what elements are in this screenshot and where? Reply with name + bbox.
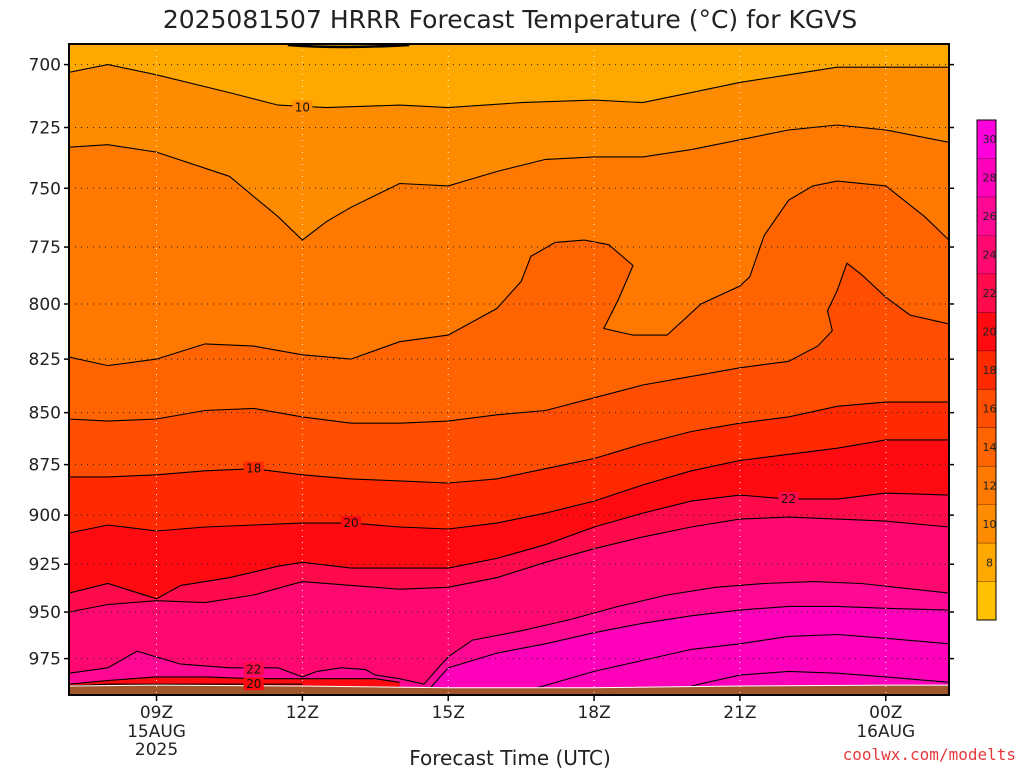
x-tick-year-0: 2025 xyxy=(135,740,178,760)
isotherm-label-6: 22 xyxy=(781,492,796,506)
colorbar-swatch-4 xyxy=(977,427,996,467)
isotherm-line-8 xyxy=(69,581,949,685)
y-tick-label-1: 725 xyxy=(29,119,61,139)
isotherm-label-13: 20 xyxy=(246,677,261,691)
x-axis-title: Forecast Time (UTC) xyxy=(409,746,611,768)
colorbar-swatch-11 xyxy=(977,158,996,198)
x-tick-label-0: 09Z xyxy=(140,703,173,723)
isotherm-label-0: 10 xyxy=(295,101,310,115)
colorbar: 8 10 12 14 16 18 20 22 24 26 28 30 xyxy=(976,119,997,621)
colorbar-label-2: 12 xyxy=(983,479,997,492)
x-tick-label-1: 12Z xyxy=(286,703,319,723)
y-tick-label-8: 900 xyxy=(29,506,61,526)
x-tick-date-5: 16AUG xyxy=(856,722,915,742)
terrain-fill xyxy=(69,684,949,695)
temperature-fill xyxy=(69,44,949,695)
y-tick-label-7: 875 xyxy=(29,456,61,476)
y-tick-label-6: 850 xyxy=(29,404,61,424)
terrain xyxy=(69,684,949,695)
x-tick-date-0: 15AUG xyxy=(127,722,186,742)
x-tick-label-4: 21Z xyxy=(723,703,756,723)
isotherm-line-9 xyxy=(428,605,949,690)
isotherm-label-bg-13 xyxy=(243,677,264,691)
colorbar-label-6: 20 xyxy=(983,326,997,339)
colorbar-swatch-10 xyxy=(977,196,996,236)
isotherm-top-segment xyxy=(287,44,410,49)
colorbar-swatch-5 xyxy=(977,389,996,429)
y-axis: 700 725 750 775 800 825 850 875 900 925 950 975 xyxy=(29,56,954,670)
y-tick-label-10: 950 xyxy=(29,603,61,623)
isotherm-line-1 xyxy=(69,124,949,241)
colorbar-swatch-7 xyxy=(977,312,996,352)
colorbar-label-1: 10 xyxy=(983,518,997,531)
y-tick-label-11: 975 xyxy=(29,650,61,670)
isotherm-line-10 xyxy=(530,633,949,691)
isotherm-label-4: 18 xyxy=(246,462,261,476)
x-tick-label-2: 15Z xyxy=(432,703,465,723)
colorbar-swatch-2 xyxy=(977,504,996,544)
colorbar-swatch-12 xyxy=(977,120,996,159)
y-tick-label-5: 825 xyxy=(29,350,61,370)
isotherm-line-3 xyxy=(69,262,949,424)
colorbar-label-3: 14 xyxy=(983,441,997,454)
plot-frame xyxy=(68,43,950,696)
colorbar-label-11: 30 xyxy=(983,133,997,146)
isotherm-label-bg-12 xyxy=(243,662,264,676)
colorbar-label-7: 22 xyxy=(983,287,997,300)
colorbar-swatch-9 xyxy=(977,235,996,275)
isotherm-label-bg-5 xyxy=(340,516,361,530)
isotherm-line-7 xyxy=(69,516,949,613)
isotherm-line-0 xyxy=(69,64,949,109)
isotherm-line-5 xyxy=(69,439,949,534)
isotherm-line-4 xyxy=(69,401,949,484)
isotherm-label-bg-0 xyxy=(292,100,313,114)
x-tick-label-3: 18Z xyxy=(577,703,610,723)
y-tick-label-4: 800 xyxy=(29,295,61,315)
colorbar-label-0: 8 xyxy=(986,556,993,569)
colorbar-swatch-8 xyxy=(977,273,996,313)
colorbar-swatch-1 xyxy=(977,543,996,583)
isotherm-label-bg-6 xyxy=(778,492,799,506)
isotherm-line-2 xyxy=(69,180,949,367)
colorbar-swatch-3 xyxy=(977,466,996,506)
colorbar-label-9: 26 xyxy=(983,210,997,223)
credit-text: coolwx.com/modelts xyxy=(843,745,1016,764)
colorbar-label-10: 28 xyxy=(983,172,997,185)
gridlines xyxy=(69,44,949,695)
colorbar-label-5: 18 xyxy=(983,364,997,377)
colorbar-frame xyxy=(976,119,997,621)
isotherm-line-11 xyxy=(691,670,949,687)
colorbar-label-4: 16 xyxy=(983,402,997,415)
x-tick-label-5: 00Z xyxy=(869,703,902,723)
colorbar-swatch-6 xyxy=(977,350,996,390)
chart-title: 2025081507 HRRR Forecast Temperature (°C… xyxy=(163,5,857,34)
y-tick-label-2: 750 xyxy=(29,179,61,199)
colorbar-label-8: 24 xyxy=(983,249,997,262)
isotherm-label-12: 22 xyxy=(246,663,261,677)
isotherm-label-bg-4 xyxy=(243,461,264,475)
isotherm-label-5: 20 xyxy=(343,516,358,530)
y-tick-label-3: 775 xyxy=(29,238,61,258)
colorbar-swatch-0 xyxy=(977,581,996,621)
y-tick-label-0: 700 xyxy=(29,56,61,76)
y-tick-label-9: 925 xyxy=(29,555,61,575)
isotherm-lines xyxy=(69,44,949,691)
